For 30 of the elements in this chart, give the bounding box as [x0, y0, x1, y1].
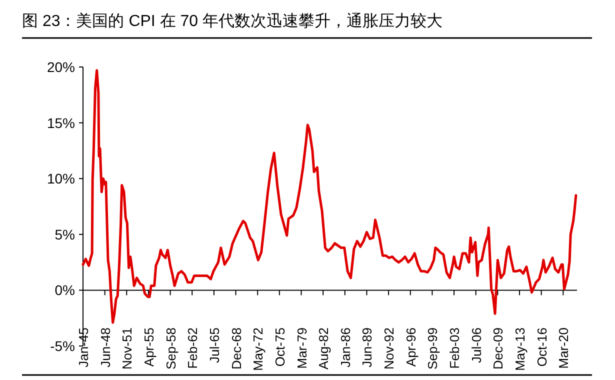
x-tick-label: Dec-68 — [228, 328, 244, 370]
x-tick-label: May-13 — [512, 328, 528, 371]
x-tick-label: Sep-58 — [163, 328, 178, 370]
x-tick-label: Apr-55 — [141, 328, 156, 367]
y-tick-label: 5% — [54, 226, 75, 242]
y-tick-label: 0% — [54, 282, 75, 298]
x-tick-label: Mar-20 — [556, 328, 572, 369]
line-series — [82, 69, 578, 324]
chart-title: 图 23：美国的 CPI 在 70 年代数次迅速攀升，通胀压力较大 — [22, 12, 442, 30]
x-tick-label: Jun-89 — [360, 328, 375, 368]
x-tick-label: Feb-62 — [185, 328, 200, 369]
x-tick-label: Sep-99 — [425, 328, 440, 370]
x-tick-label: Nov-92 — [382, 328, 397, 370]
y-tick-label: 20% — [46, 59, 75, 75]
x-tick-label: Aug-82 — [316, 328, 332, 370]
x-tick-label: Jun-48 — [98, 328, 113, 368]
x-tick-label: Feb-03 — [447, 328, 462, 369]
x-tick-label: Dec-09 — [490, 328, 506, 370]
y-tick-label: 10% — [46, 170, 75, 187]
x-tick-label: Oct-75 — [272, 328, 288, 367]
x-tick-label: Jul-65 — [206, 328, 222, 363]
x-tick-label: Oct-16 — [534, 328, 550, 367]
x-tick-label: Apr-96 — [403, 328, 418, 367]
x-tick-label: Mar-79 — [294, 328, 310, 369]
x-tick-label: May-72 — [250, 328, 266, 371]
y-tick-label: 15% — [46, 114, 75, 131]
y-tick-label: -5% — [50, 338, 75, 354]
x-tick-label: Jul-06 — [468, 328, 484, 363]
x-tick-label: Jan-86 — [338, 328, 353, 368]
x-tick-label: Nov-51 — [120, 328, 135, 370]
